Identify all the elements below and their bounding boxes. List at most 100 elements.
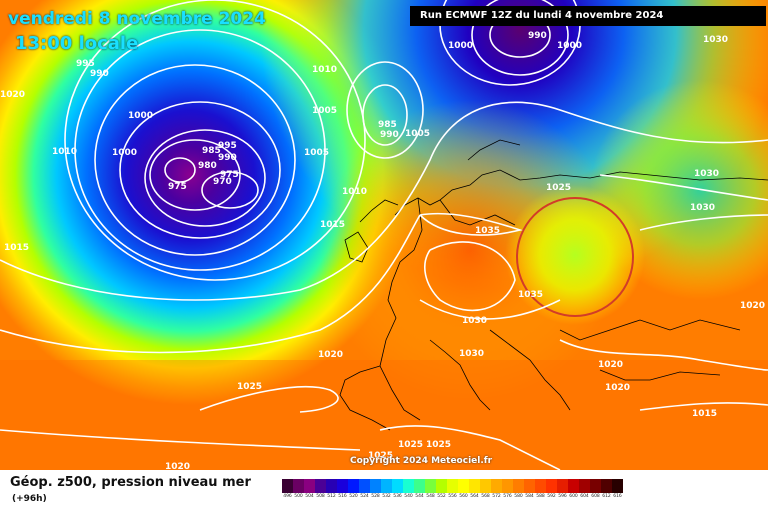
color-scale-swatch: 604 — [579, 479, 590, 503]
color-scale-bar — [326, 479, 337, 493]
color-scale-swatch: 580 — [513, 479, 524, 503]
isobar-label: 975 — [220, 170, 239, 180]
color-scale-label: 528 — [371, 494, 380, 499]
isobar-label: 1020 — [740, 301, 765, 311]
color-scale-swatch: 572 — [491, 479, 502, 503]
forecast-lead-time: (+96h) — [12, 494, 47, 504]
isobar-label: 1030 — [694, 169, 719, 179]
isobar-label: 1000 — [448, 41, 473, 51]
color-scale-bar — [359, 479, 370, 493]
color-scale-label: 604 — [580, 494, 589, 499]
isobar-label: 1000 — [128, 111, 153, 121]
color-scale-bar — [557, 479, 568, 493]
isobar-label: 1025 — [237, 382, 262, 392]
color-scale-swatch: 532 — [381, 479, 392, 503]
color-scale-bar — [403, 479, 414, 493]
color-scale-label: 508 — [316, 494, 325, 499]
color-scale-swatch: 504 — [304, 479, 315, 503]
isobar-label: 1010 — [342, 187, 367, 197]
color-scale-bar — [491, 479, 502, 493]
isobar-label: 1035 — [475, 226, 500, 236]
color-scale-swatch: 608 — [590, 479, 601, 503]
isobar-label: 1035 — [518, 290, 543, 300]
color-scale-swatch: 536 — [392, 479, 403, 503]
color-scale-bar — [458, 479, 469, 493]
color-scale-bar — [447, 479, 458, 493]
color-scale-swatch: 592 — [546, 479, 557, 503]
color-scale-label: 520 — [349, 494, 358, 499]
color-scale-label: 516 — [338, 494, 347, 499]
color-scale-label: 596 — [558, 494, 567, 499]
isobar-label: 980 — [198, 161, 217, 171]
color-scale-bar — [304, 479, 315, 493]
isobar-label: 985 — [202, 146, 221, 156]
color-scale-swatch: 496 — [282, 479, 293, 503]
color-scale-bar — [513, 479, 524, 493]
color-scale-swatch: 616 — [612, 479, 623, 503]
color-scale-label: 552 — [437, 494, 446, 499]
forecast-time: 13:00 locale — [15, 33, 139, 54]
isobars — [0, 0, 768, 470]
isobar-label: 985 — [378, 120, 397, 130]
color-scale-bar — [502, 479, 513, 493]
legend-footer: Géop. z500, pression niveau mer (+96h) 4… — [0, 470, 768, 512]
color-scale-swatch: 508 — [315, 479, 326, 503]
color-scale-label: 536 — [393, 494, 402, 499]
color-scale-swatch: 556 — [447, 479, 458, 503]
isobar-label: 1025 — [546, 183, 571, 193]
isobar-label: 1005 — [405, 129, 430, 139]
color-scale-bar — [337, 479, 348, 493]
color-scale-bar — [282, 479, 293, 493]
color-scale-label: 600 — [569, 494, 578, 499]
isobar-label: 1020 — [605, 383, 630, 393]
color-scale-label: 500 — [294, 494, 303, 499]
copyright-text: Copyright 2024 Meteociel.fr — [350, 456, 493, 466]
color-scale-label: 496 — [283, 494, 292, 499]
isobar-label: 990 — [528, 31, 547, 41]
isobar-label: 1005 — [304, 148, 329, 158]
color-scale-swatch: 564 — [469, 479, 480, 503]
color-scale-bar — [612, 479, 623, 493]
isobar-label: 1030 — [690, 203, 715, 213]
model-run-banner: Run ECMWF 12Z du lundi 4 novembre 2024 — [410, 6, 766, 26]
color-scale-label: 588 — [536, 494, 545, 499]
color-scale-swatch: 540 — [403, 479, 414, 503]
annotation-circle — [516, 197, 634, 317]
color-scale-label: 560 — [459, 494, 468, 499]
color-scale-label: 524 — [360, 494, 369, 499]
color-scale-label: 584 — [525, 494, 534, 499]
isobar-label: 990 — [218, 153, 237, 163]
color-scale-label: 544 — [415, 494, 424, 499]
color-scale-label: 616 — [613, 494, 622, 499]
color-scale-bar — [414, 479, 425, 493]
color-scale-swatch: 612 — [601, 479, 612, 503]
color-scale-bar — [535, 479, 546, 493]
color-scale-label: 568 — [481, 494, 490, 499]
color-scale-bar — [469, 479, 480, 493]
isobar-label: 970 — [213, 177, 232, 187]
isobar-label: 1020 — [0, 90, 25, 100]
color-scale-bar — [315, 479, 326, 493]
color-scale-label: 608 — [591, 494, 600, 499]
color-scale-swatch: 560 — [458, 479, 469, 503]
isobar-label: 1000 — [557, 41, 582, 51]
isobar-label: 1015 — [320, 220, 345, 230]
color-scale-bar — [348, 479, 359, 493]
color-scale-label: 580 — [514, 494, 523, 499]
color-scale-bar — [601, 479, 612, 493]
color-scale-label: 532 — [382, 494, 391, 499]
color-scale-label: 612 — [602, 494, 611, 499]
color-scale-swatch: 576 — [502, 479, 513, 503]
color-scale-swatch: 520 — [348, 479, 359, 503]
color-scale-swatch: 524 — [359, 479, 370, 503]
isobar-label: 1025 — [368, 451, 393, 461]
color-scale-swatch: 512 — [326, 479, 337, 503]
color-scale-bar — [436, 479, 447, 493]
isobar-label: 1030 — [703, 35, 728, 45]
color-scale: 496 500 504 508 512 516 520 524 528 532 536 540 544 5… — [282, 479, 623, 503]
isobar-label: 1020 — [318, 350, 343, 360]
color-scale-bar — [293, 479, 304, 493]
coastlines — [339, 139, 768, 431]
isobar-label: 1025 — [398, 440, 423, 450]
